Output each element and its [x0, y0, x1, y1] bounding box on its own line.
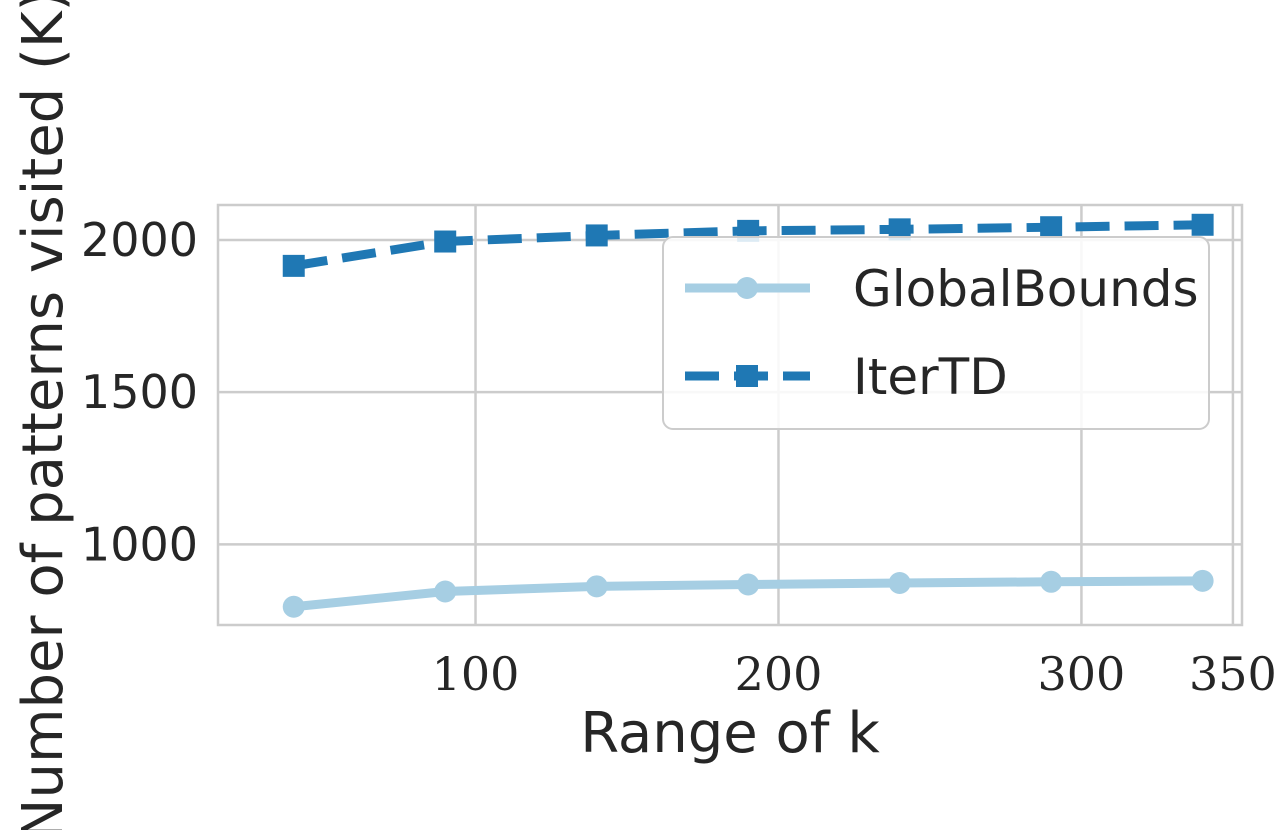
legend-entry: GlobalBounds [685, 260, 1199, 318]
legend: GlobalBounds IterTD [662, 236, 1210, 430]
legend-entries: GlobalBounds IterTD [685, 260, 1199, 406]
data-point [434, 580, 457, 603]
y-tick-label: 2000 [81, 213, 198, 267]
data-point [282, 595, 305, 618]
x-tick-label: 100 [432, 647, 520, 701]
data-point [1191, 213, 1214, 236]
y-tick-label: 1500 [81, 365, 198, 419]
data-point [434, 230, 457, 253]
x-axis-label: Range of k [580, 701, 880, 766]
data-point [1040, 216, 1063, 239]
y-axis-label: Number of patterns visited (K) [11, 0, 76, 830]
data-point [888, 572, 911, 594]
data-point [585, 575, 608, 598]
x-tick-label: 350 [1189, 647, 1276, 701]
data-point [737, 573, 760, 596]
data-point [1040, 570, 1063, 593]
x-tick-label: 300 [1038, 647, 1126, 701]
legend-label: GlobalBounds [853, 260, 1199, 318]
plot-frame [216, 203, 1244, 627]
legend-marker [736, 365, 758, 387]
data-point [888, 218, 911, 241]
series-layer [282, 213, 1214, 618]
y-tick-labels: 1000 1500 2000 [81, 213, 198, 571]
data-point [282, 254, 305, 277]
data-point [1191, 569, 1214, 592]
legend-label: IterTD [853, 348, 1008, 406]
series-globalbounds [282, 569, 1214, 618]
data-point [585, 224, 608, 247]
legend-marker [736, 277, 758, 299]
y-tick-label: 1000 [81, 517, 198, 571]
x-tick-labels: 100 200 300 350 [432, 647, 1276, 701]
x-tick-label: 200 [735, 647, 823, 701]
series-itertd [282, 213, 1214, 277]
legend-entry: IterTD [685, 348, 1008, 406]
